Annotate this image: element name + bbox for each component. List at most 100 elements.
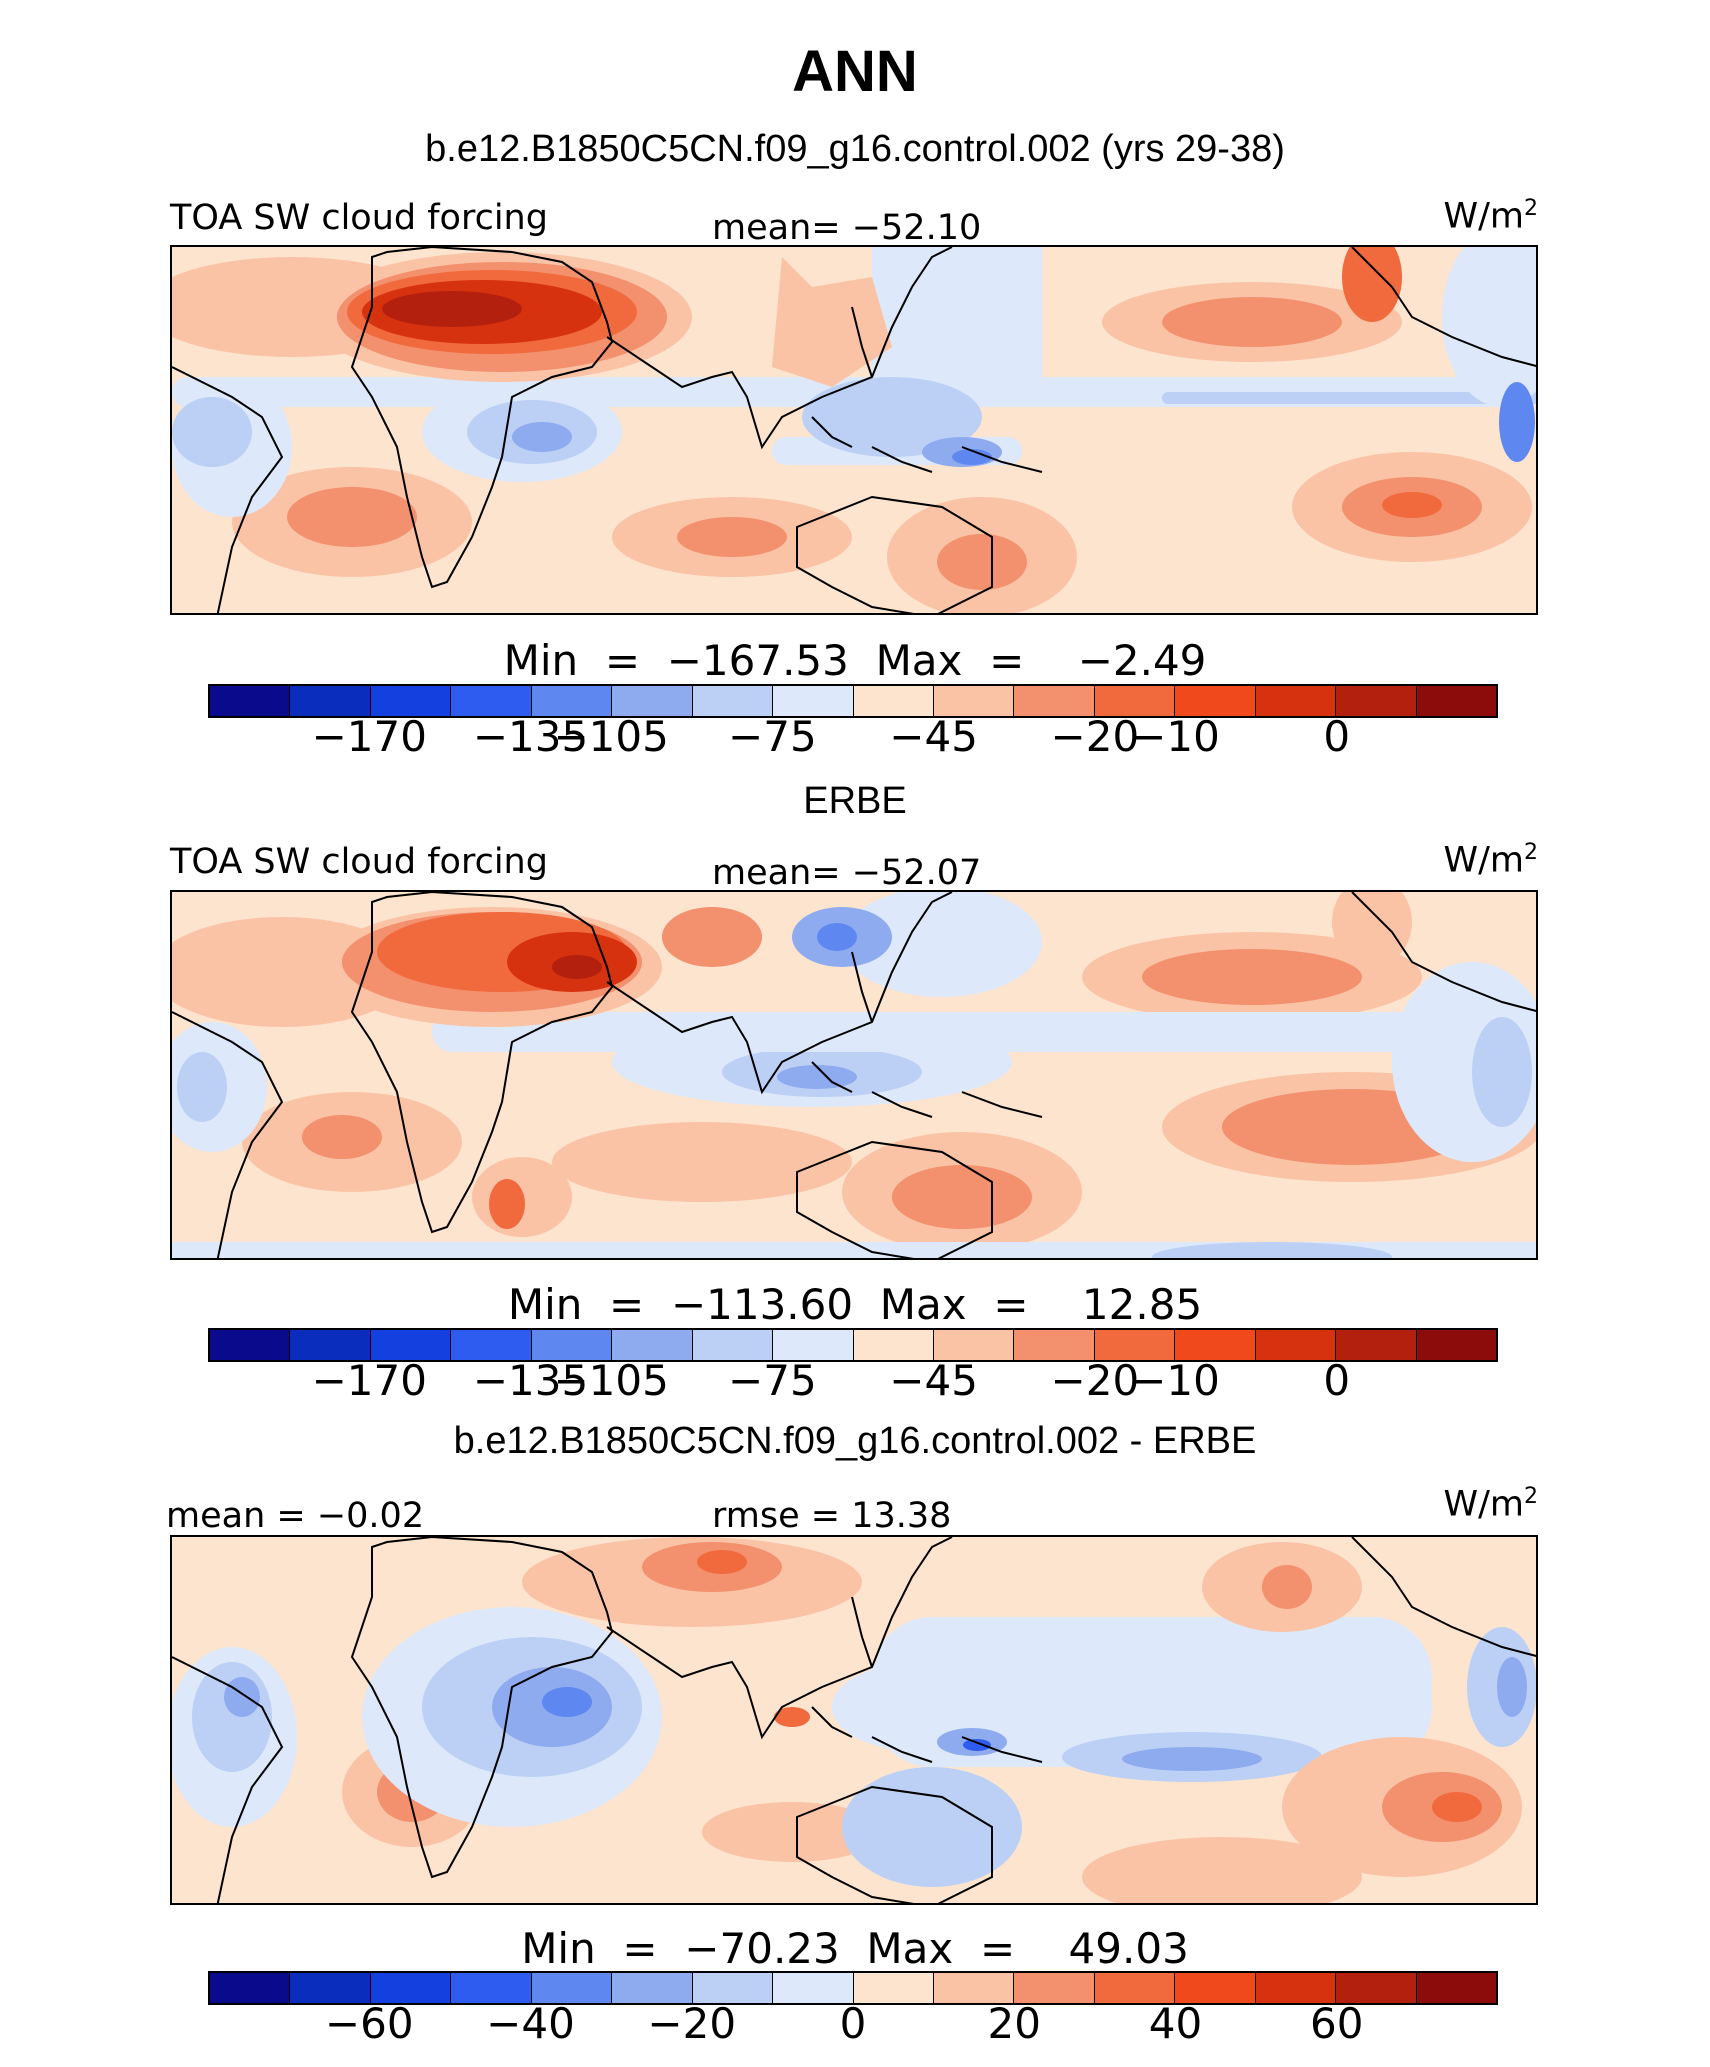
colorbar-tick-label: −20 <box>1050 712 1140 761</box>
colorbar-box <box>933 1330 1015 1360</box>
coastline <box>606 1537 953 1740</box>
colorbar-tick-label: 20 <box>987 1999 1041 2048</box>
colorbar-box <box>853 1973 934 2003</box>
figure-title: ANN <box>792 39 918 104</box>
colorbar-box <box>1014 1330 1095 1360</box>
colorbar-box <box>1014 686 1095 716</box>
colorbar-box <box>853 1330 934 1360</box>
colorbar-tick-label: −45 <box>889 712 978 761</box>
colorbar-tick-label: −20 <box>647 1999 737 2048</box>
colorbar-box <box>1094 1973 1176 2003</box>
colorbar-tick-label: 0 <box>839 1999 867 2048</box>
colorbar-box <box>531 1973 613 2003</box>
coastline <box>796 1140 993 1258</box>
coastline <box>350 247 614 589</box>
colorbar-box <box>1255 686 1337 716</box>
colorbar-box <box>773 1973 854 2003</box>
colorbar-tick-label: −20 <box>1050 1356 1140 1405</box>
colorbar-box <box>1094 686 1176 716</box>
colorbar-box <box>853 686 934 716</box>
colorbar-box <box>1175 686 1256 716</box>
colorbar-box <box>1014 1973 1095 2003</box>
colorbar-box <box>612 1330 693 1360</box>
colorbar-tick-label: −60 <box>324 1999 414 2048</box>
colorbar-tick-label: 0 <box>1323 712 1351 761</box>
coastline <box>350 892 614 1234</box>
colorbar-tick-label: −135 <box>472 1356 589 1405</box>
colorbar-tick-label: −10 <box>1131 712 1220 761</box>
coastline <box>811 1706 1043 1763</box>
panel2-minmax: Min = −113.60 Max = 12.85 <box>507 1280 1203 1329</box>
panel1-units: W/m2 <box>1443 196 1539 237</box>
colorbar-tick-label: −40 <box>486 1999 575 2048</box>
colorbar-box <box>210 686 291 716</box>
colorbar-tick-label: −75 <box>728 1356 817 1405</box>
colorbar-tick-label: −170 <box>311 712 427 761</box>
coastline <box>1351 1537 1536 1657</box>
panel2-variable-label: TOA SW cloud forcing <box>170 842 548 882</box>
colorbar-tick-label: −170 <box>311 1356 427 1405</box>
panel2-colorbar-ticks: −170 −135 −105 −75 −45 −20 −10 0 <box>0 1356 1710 1416</box>
colorbar-box <box>451 1973 532 2003</box>
colorbar-box <box>1416 686 1496 716</box>
colorbar-box <box>1336 1973 1417 2003</box>
coastline <box>172 1656 284 1903</box>
coastline <box>851 951 873 1023</box>
panel2-map-field <box>172 892 1536 1258</box>
colorbar-tick-label: −75 <box>728 712 817 761</box>
colorbar-tick-label: −45 <box>889 1356 978 1405</box>
panel3-rmse-label: rmse = 13.38 <box>712 1496 952 1536</box>
colorbar-box <box>692 1973 774 2003</box>
colorbar-box <box>692 686 774 716</box>
colorbar-box <box>933 686 1015 716</box>
colorbar-box <box>933 1973 1015 2003</box>
coastline <box>1351 892 1536 1012</box>
colorbar-box <box>210 1330 291 1360</box>
coastline <box>796 495 993 613</box>
colorbar-tick-label: 40 <box>1148 1999 1203 2048</box>
coastline <box>1351 247 1536 367</box>
panel1-colorbar-ticks: −170 −135 −105 −75 −45 −20 −10 0 <box>0 712 1710 772</box>
coastline <box>796 1785 993 1903</box>
panel2-map <box>170 890 1538 1260</box>
colorbar-box <box>1094 1330 1176 1360</box>
panel1-heading: b.e12.B1850C5CN.f09_g16.control.002 (yrs… <box>425 128 1285 170</box>
panel3-colorbar-ticks: −60 −40 −20 0 20 40 60 <box>0 1999 1710 2059</box>
panel3-heading: b.e12.B1850C5CN.f09_g16.control.002 - ER… <box>453 1420 1257 1462</box>
coastline <box>851 306 873 378</box>
panel3-colorbar <box>208 1971 1498 2005</box>
panel1-map <box>170 245 1538 615</box>
colorbar-box <box>1175 1973 1256 2003</box>
colorbar-box <box>1336 1330 1417 1360</box>
colorbar-box <box>1416 1330 1496 1360</box>
panel2-heading: ERBE <box>803 780 907 822</box>
panel2-units: W/m2 <box>1443 840 1539 881</box>
coastline <box>851 1596 873 1668</box>
colorbar-box <box>290 686 371 716</box>
panel3-minmax: Min = −70.23 Max = 49.03 <box>521 1924 1189 1973</box>
panel1-minmax: Min = −167.53 Max = −2.49 <box>503 636 1207 685</box>
colorbar-box <box>692 1330 774 1360</box>
panel3-mean-label: mean = −0.02 <box>166 1496 425 1536</box>
panel2-colorbar <box>208 1328 1498 1362</box>
colorbar-box <box>1175 1330 1256 1360</box>
colorbar-box <box>1255 1330 1337 1360</box>
colorbar-box <box>773 1330 854 1360</box>
coastline <box>811 416 1043 473</box>
colorbar-box <box>370 1330 452 1360</box>
colorbar-box <box>451 1330 532 1360</box>
colorbar-box <box>1336 686 1417 716</box>
colorbar-box <box>531 1330 613 1360</box>
colorbar-tick-label: −10 <box>1131 1356 1220 1405</box>
panel3-map-field <box>172 1537 1536 1903</box>
colorbar-box <box>773 686 854 716</box>
colorbar-box <box>612 686 693 716</box>
panel1-map-field <box>172 247 1536 613</box>
colorbar-box <box>451 686 532 716</box>
colorbar-tick-label: 0 <box>1323 1356 1351 1405</box>
colorbar-tick-label: −135 <box>472 712 589 761</box>
colorbar-box <box>290 1330 371 1360</box>
panel1-mean-label: mean= −52.10 <box>712 208 982 248</box>
colorbar-tick-label: −105 <box>553 1356 669 1405</box>
colorbar-tick-label: −105 <box>553 712 669 761</box>
